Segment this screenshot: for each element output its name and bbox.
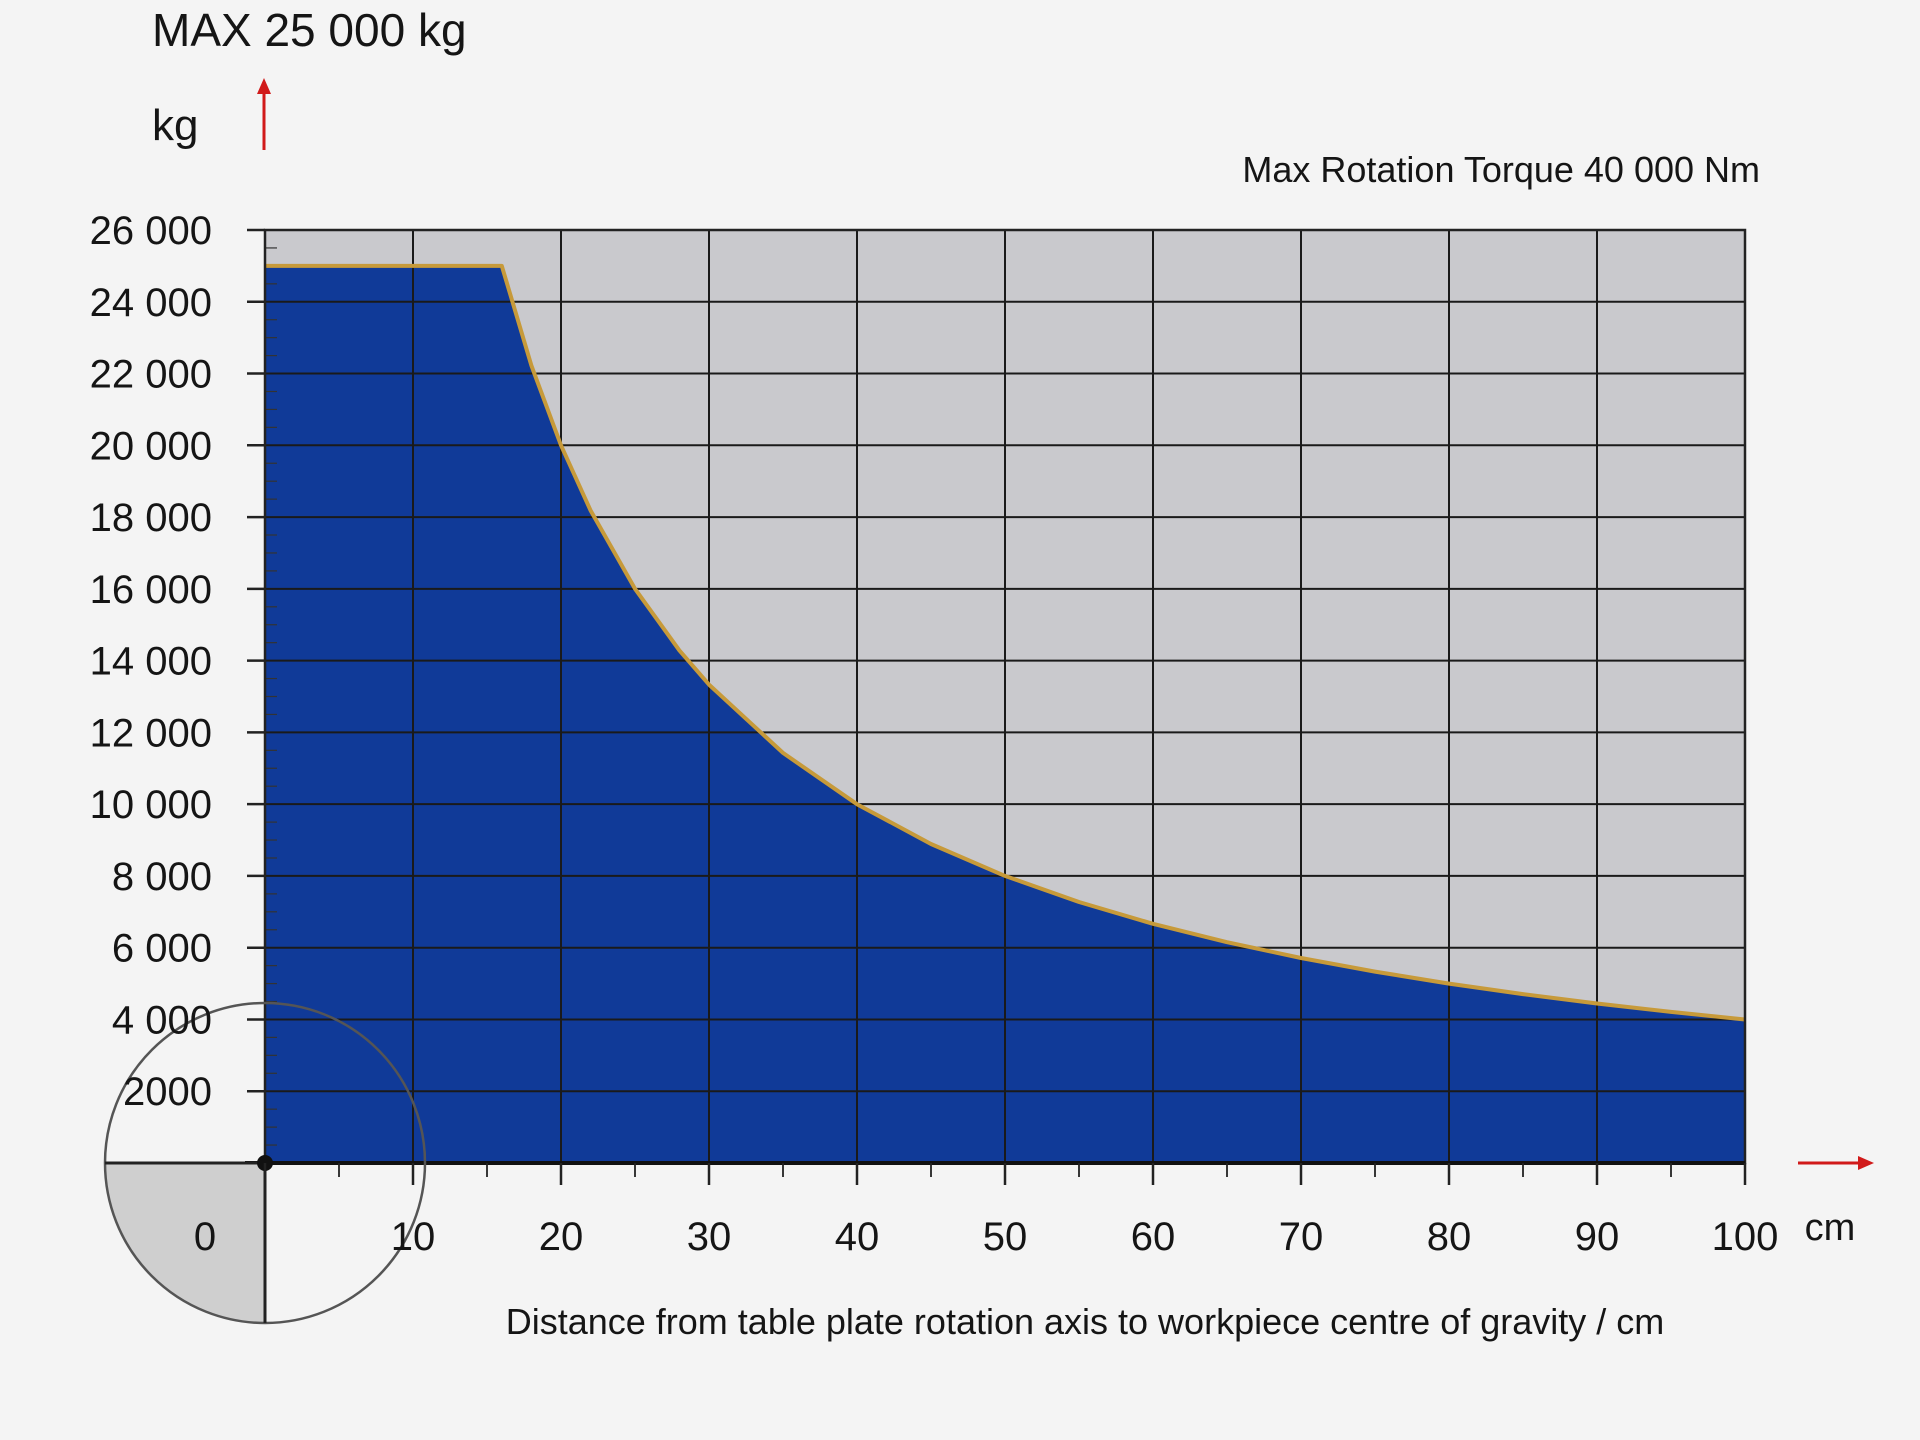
x-axis-unit-label: cm [1805, 1207, 1856, 1249]
x-tick-label: 60 [1131, 1215, 1176, 1259]
y-tick-label: 22 000 [90, 353, 212, 397]
y-tick-label: 10 000 [90, 783, 212, 827]
y-tick-label: 4 000 [112, 998, 212, 1042]
chart-title: MAX 25 000 kg [152, 4, 467, 56]
x-tick-labels: 0 10 20 30 40 50 60 70 80 90 100 [194, 1215, 1779, 1259]
x-tick-marks [263, 1163, 1747, 1185]
x-tick-label: 30 [687, 1215, 732, 1259]
y-tick-label: 16 000 [90, 568, 212, 612]
x-tick-label: 70 [1279, 1215, 1324, 1259]
chart-subtitle: Max Rotation Torque 40 000 Nm [1242, 149, 1760, 190]
origin-marker [103, 1001, 427, 1325]
y-tick-labels: 2000 4 000 6 000 8 000 10 000 12 000 14 000 16 … [90, 209, 212, 1114]
series-line [265, 263, 1746, 1022]
series-area [265, 265, 1745, 1163]
x-tick-label: 50 [983, 1215, 1028, 1259]
x-tick-label: 20 [539, 1215, 584, 1259]
x-tick-label: 90 [1575, 1215, 1620, 1259]
y-tick-label: 12 000 [90, 711, 212, 755]
y-tick-label: 8 000 [112, 855, 212, 899]
y-tick-label: 6 000 [112, 927, 212, 971]
y-axis-arrow [257, 78, 271, 150]
y-tick-label: 14 000 [90, 640, 212, 684]
y-tick-label: 24 000 [90, 281, 212, 325]
y-tick-label: 18 000 [90, 496, 212, 540]
x-axis-label: Distance from table plate rotation axis … [506, 1301, 1665, 1342]
y-tick-label: 2000 [123, 1070, 212, 1114]
x-tick-label: 40 [835, 1215, 880, 1259]
y-tick-label: 26 000 [90, 209, 212, 253]
x-tick-label: 100 [1712, 1215, 1779, 1259]
origin-quadrant-shade [105, 1163, 265, 1323]
x-tick-label: 0 [194, 1215, 216, 1259]
x-tick-label: 10 [391, 1215, 436, 1259]
x-axis-arrow [1798, 1156, 1874, 1170]
x-tick-label: 80 [1427, 1215, 1472, 1259]
line-layer [265, 263, 1746, 1022]
area-layer [265, 265, 1745, 1163]
y-tick-label: 20 000 [90, 424, 212, 468]
y-tick-marks [247, 228, 265, 1093]
grid-layer [265, 230, 1745, 1163]
y-axis-label: kg [152, 101, 198, 150]
